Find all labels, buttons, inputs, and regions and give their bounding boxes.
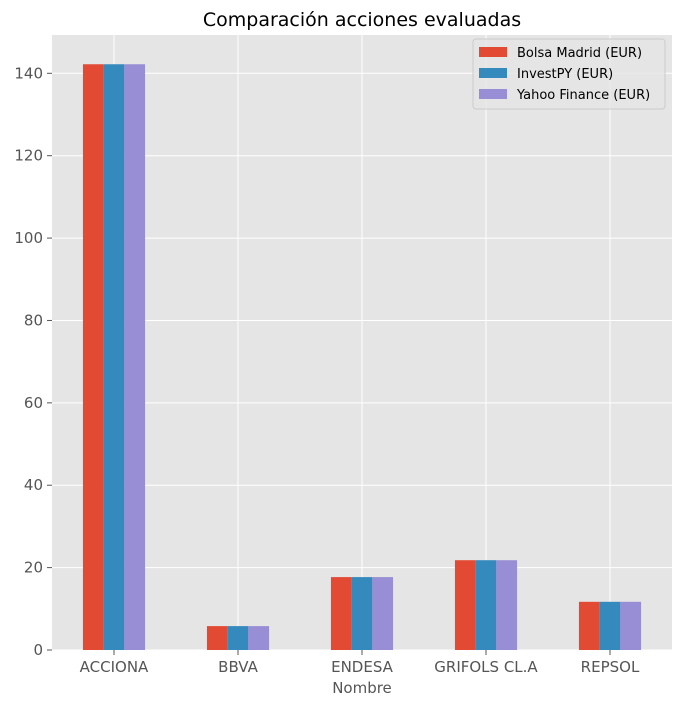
y-tick-label: 60 [24, 394, 43, 412]
bar [103, 64, 125, 651]
bar [496, 560, 518, 650]
x-tick-label: ACCIONA [80, 658, 149, 676]
chart-title: Comparación acciones evaluadas [203, 9, 521, 31]
bar [206, 626, 228, 650]
legend-label: Yahoo Finance (EUR) [516, 88, 650, 103]
bar [351, 577, 373, 650]
legend-swatch [479, 68, 507, 78]
x-tick-label: GRIFOLS CL.A [434, 658, 538, 676]
bar [620, 601, 642, 650]
x-axis-ticks: ACCIONA BBVA ENDESA GRIFOLS CL.A REPSOL [80, 650, 640, 676]
legend-label: Bolsa Madrid (EUR) [517, 46, 642, 61]
y-tick-label: 0 [33, 641, 43, 659]
bar [372, 577, 394, 650]
bar [124, 64, 146, 651]
bar [82, 64, 104, 651]
y-tick-label: 140 [14, 64, 43, 82]
bar [454, 560, 476, 650]
x-tick-label: REPSOL [581, 658, 640, 676]
bar [330, 577, 352, 650]
legend-label: InvestPY (EUR) [517, 67, 613, 82]
y-tick-label: 80 [24, 311, 43, 329]
legend-swatch [479, 47, 507, 57]
x-tick-label: BBVA [218, 658, 258, 676]
legend-items: Bolsa Madrid (EUR) InvestPY (EUR) Yahoo Fi… [479, 46, 650, 103]
x-tick-label: ENDESA [331, 658, 394, 676]
bar [578, 601, 600, 650]
bar [248, 626, 270, 650]
y-tick-label: 100 [14, 229, 43, 247]
y-tick-label: 40 [24, 476, 43, 494]
bar [475, 560, 497, 650]
y-tick-label: 120 [14, 147, 43, 165]
legend-swatch [479, 89, 507, 99]
legend: Bolsa Madrid (EUR) InvestPY (EUR) Yahoo Fi… [472, 38, 666, 110]
y-tick-label: 20 [24, 559, 43, 577]
legend-box [472, 38, 666, 110]
bar [227, 626, 249, 650]
bar [599, 601, 621, 650]
x-axis-label: Nombre [332, 679, 392, 697]
y-axis-ticks: 0 20 40 60 80 100 120 140 [14, 64, 52, 659]
bars [82, 64, 642, 651]
